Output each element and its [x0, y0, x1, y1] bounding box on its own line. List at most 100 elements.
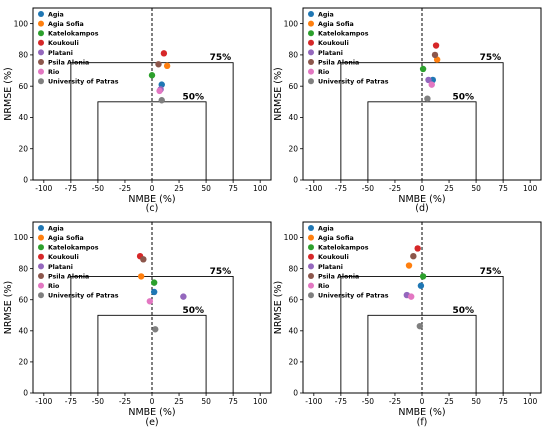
legend-marker: [38, 20, 44, 27]
legend-marker: [38, 282, 44, 289]
legend-label: Agia Sofia: [318, 235, 354, 242]
x-tick-label: -25: [389, 184, 401, 193]
legend-label: Agia Sofia: [48, 21, 84, 28]
legend-marker: [38, 263, 44, 270]
legend-label: Koukouli: [48, 254, 79, 261]
x-tick-label: 100: [523, 184, 538, 193]
threshold-box-75: [70, 275, 234, 393]
legend-label: Platani: [318, 264, 343, 271]
legend-marker: [308, 263, 314, 270]
x-tick-label: 100: [253, 397, 268, 406]
legend-marker: [308, 68, 314, 75]
legend-marker: [308, 225, 314, 231]
x-tick-label: -75: [65, 184, 77, 193]
data-point-psila-alonia: [155, 61, 162, 68]
legend-marker: [38, 11, 44, 17]
legend-label: Katelokampos: [318, 31, 369, 38]
legend-marker: [38, 273, 44, 279]
x-tick-label: 0: [150, 184, 155, 193]
y-tick-label: 100: [14, 19, 29, 28]
data-point-platani: [425, 76, 432, 84]
x-tick-label: -100: [305, 184, 322, 193]
data-point-rio: [146, 298, 154, 305]
x-tick-label: 75: [228, 184, 238, 193]
y-tick-label: 80: [288, 51, 298, 60]
x-tick-label: -100: [35, 184, 52, 193]
data-point-university-of-patras: [152, 326, 159, 333]
legend-label: Agia Sofia: [48, 235, 84, 242]
legend-marker: [308, 30, 314, 37]
threshold-box-50: [367, 314, 477, 393]
legend-marker: [38, 234, 44, 241]
data-point-agia: [417, 282, 425, 289]
legend-label: Agia: [318, 11, 334, 18]
threshold-label-50: 50%: [453, 92, 475, 102]
data-point-rio: [407, 293, 415, 300]
y-tick-label: 80: [18, 264, 28, 273]
legend-label: Rio: [318, 283, 330, 290]
y-tick-label: 0: [23, 389, 28, 398]
x-tick-label: -25: [119, 184, 131, 193]
y-tick-label: 20: [288, 144, 298, 153]
data-point-university-of-patras: [158, 97, 165, 104]
x-tick-label: 50: [471, 184, 481, 193]
x-tick-label: 25: [444, 397, 454, 406]
panel-label: (c): [146, 203, 159, 214]
legend-label: Psila Alonia: [48, 59, 89, 66]
data-point-rio: [428, 81, 435, 88]
data-point-agia: [150, 288, 158, 296]
legend-label: University of Patras: [48, 79, 119, 86]
data-point-koukouli: [414, 245, 421, 252]
data-point-university-of-patras: [424, 95, 431, 102]
legend-label: University of Patras: [318, 79, 389, 86]
y-tick-label: 100: [14, 233, 29, 242]
x-tick-label: -50: [362, 397, 374, 406]
y-tick-label: 60: [18, 295, 28, 304]
x-tick-label: 25: [174, 184, 184, 193]
x-tick-label: -75: [335, 184, 347, 193]
data-point-agia-sofia: [405, 262, 413, 269]
legend-label: Agia: [48, 11, 64, 18]
y-tick-label: 40: [18, 113, 28, 122]
threshold-box-75: [340, 62, 504, 180]
y-tick-label: 80: [288, 264, 298, 273]
data-point-psila-alonia: [431, 51, 439, 59]
legend-label: Platani: [48, 50, 73, 57]
chart-panel-3: 75% 50% -100 -75 -50 -25 0 25 50 75 100 0 20 40 60 80 10…: [3, 221, 272, 428]
data-point-koukouli: [432, 42, 440, 49]
legend-marker: [308, 59, 314, 65]
x-tick-label: -75: [65, 397, 77, 406]
legend-marker: [308, 244, 314, 251]
legend-marker: [308, 20, 314, 27]
x-axis-label: NMBE (%): [128, 194, 175, 205]
x-tick-label: 0: [420, 397, 425, 406]
y-tick-label: 100: [284, 19, 299, 28]
y-tick-label: 40: [288, 327, 298, 336]
legend-label: Platani: [318, 50, 343, 57]
data-point-katelokampos: [150, 279, 158, 286]
chart-panel-4: 75% 50% -100 -75 -50 -25 0 25 50 75 100 0 20 40 60 80 10…: [273, 221, 542, 428]
threshold-label-75: 75%: [480, 53, 502, 63]
x-tick-label: 50: [201, 184, 211, 193]
x-tick-label: 75: [498, 397, 508, 406]
data-point-rio: [156, 87, 163, 95]
legend-label: Rio: [318, 69, 330, 76]
x-axis-label: NMBE (%): [398, 407, 445, 418]
data-point-platani: [180, 293, 187, 300]
legend-marker: [38, 78, 44, 85]
legend-marker: [38, 68, 44, 75]
x-axis-label: NMBE (%): [398, 194, 445, 205]
x-tick-label: 100: [523, 397, 538, 406]
legend-marker: [308, 253, 314, 260]
y-tick-label: 40: [288, 113, 298, 122]
legend-marker: [38, 49, 44, 56]
threshold-label-50: 50%: [183, 306, 205, 316]
y-tick-label: 20: [18, 358, 28, 367]
legend-marker: [308, 78, 314, 85]
legend-marker: [38, 292, 44, 299]
x-tick-label: 25: [444, 184, 454, 193]
legend-marker: [308, 292, 314, 299]
legend-marker: [308, 49, 314, 56]
